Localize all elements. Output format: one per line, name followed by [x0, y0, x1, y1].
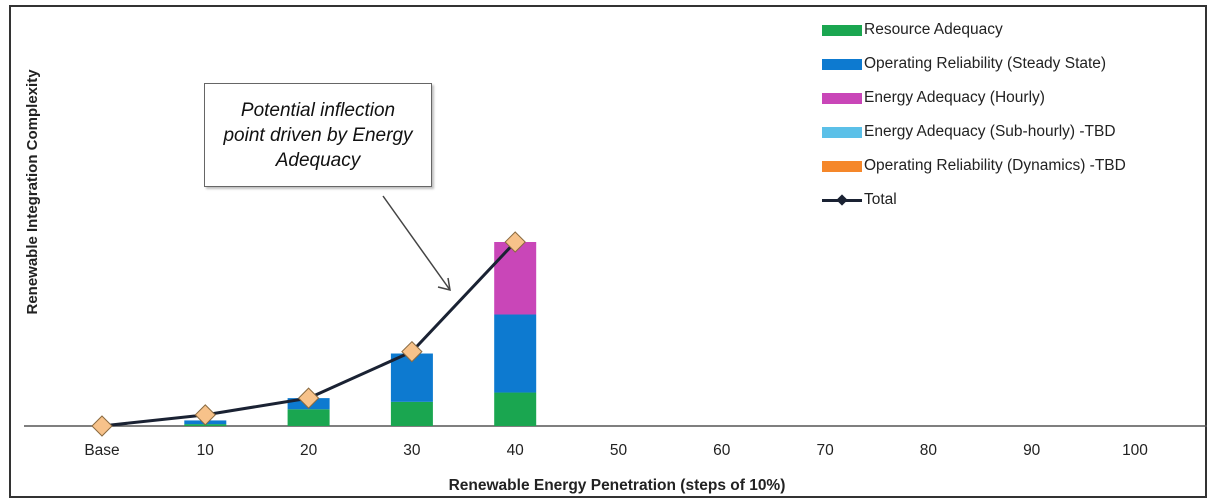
- legend-label: Resource Adequacy: [864, 21, 1003, 38]
- y-axis-title: Renewable Integration Complexity: [24, 69, 41, 315]
- x-tick-label: 10: [197, 442, 215, 459]
- bar-20-resource-adequacy: [287, 409, 330, 426]
- total-point: [297, 387, 320, 409]
- x-tick-label: 100: [1122, 442, 1148, 459]
- bar-40-energy-adequacy-hourly-: [494, 242, 537, 315]
- x-tick-label: 90: [1023, 442, 1041, 459]
- total-point: [401, 340, 423, 363]
- x-tick-label: 30: [403, 442, 421, 459]
- legend-swatch: [822, 92, 862, 104]
- annotation-arrow-head: [437, 277, 451, 292]
- bar-40-operating-reliability-steady-state-: [494, 314, 537, 393]
- legend-item: Total: [822, 183, 1126, 217]
- total-point: [504, 231, 526, 253]
- legend-item: Energy Adequacy (Hourly): [822, 81, 1126, 115]
- x-tick-label: Base: [84, 442, 119, 459]
- bar-40-resource-adequacy: [494, 392, 537, 426]
- legend-item: Operating Reliability (Dynamics) -TBD: [822, 149, 1126, 183]
- legend-swatch: [822, 24, 862, 36]
- legend-swatch: [822, 160, 862, 172]
- annotation-arrow-line: [382, 195, 451, 291]
- x-tick-label: 20: [300, 442, 318, 459]
- legend-swatch: [822, 58, 862, 70]
- legend-label: Energy Adequacy (Hourly): [864, 89, 1045, 106]
- legend-item: Resource Adequacy: [822, 13, 1126, 47]
- annotation-callout: Potential inflection point driven by Ene…: [204, 83, 432, 187]
- x-tick-label: 80: [920, 442, 938, 459]
- x-tick-label: 60: [713, 442, 731, 459]
- total-point: [91, 415, 113, 437]
- legend-line-diamond-icon: [822, 193, 862, 206]
- legend-label: Energy Adequacy (Sub-hourly) -TBD: [864, 123, 1116, 140]
- x-tick-label: 50: [610, 442, 628, 459]
- legend-swatch: [822, 126, 862, 138]
- legend-label: Total: [864, 191, 897, 208]
- bar-30-resource-adequacy: [390, 401, 433, 426]
- x-axis-title: Renewable Energy Penetration (steps of 1…: [449, 477, 786, 494]
- annotation-text: Potential inflection point driven by Ene…: [223, 99, 413, 171]
- total-point: [194, 404, 217, 426]
- legend-item: Energy Adequacy (Sub-hourly) -TBD: [822, 115, 1126, 149]
- chart-frame: [9, 5, 1207, 498]
- legend-item: Operating Reliability (Steady State): [822, 47, 1126, 81]
- chart-legend: Resource Adequacy Operating Reliability (…: [822, 13, 1126, 217]
- legend-label: Operating Reliability (Dynamics) -TBD: [864, 157, 1126, 174]
- legend-label: Operating Reliability (Steady State): [864, 55, 1107, 72]
- x-tick-label: 40: [507, 442, 525, 459]
- x-tick-label: 70: [816, 442, 834, 459]
